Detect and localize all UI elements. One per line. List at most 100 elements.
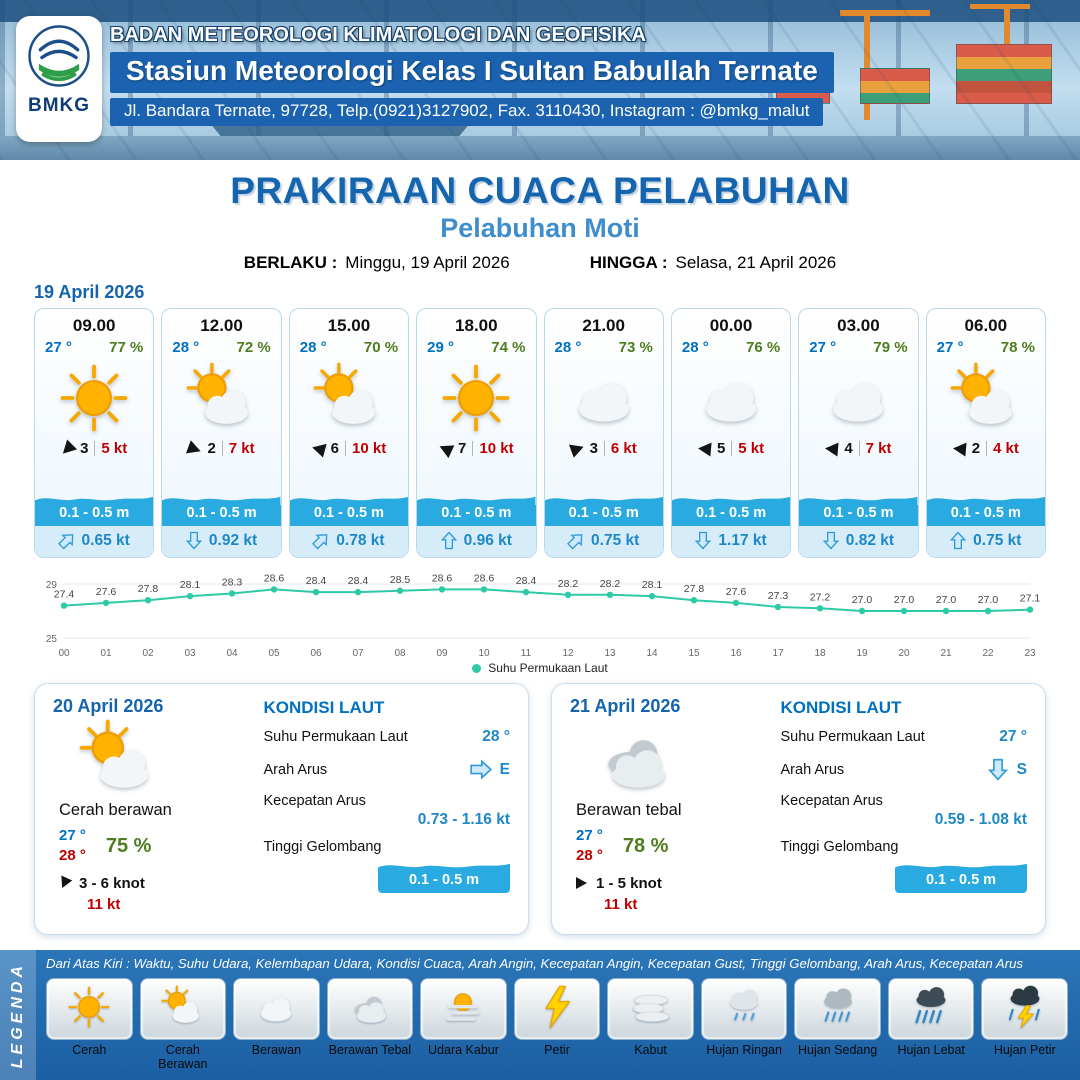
weather-condition: Berawan tebal <box>576 801 682 819</box>
wind-row: 4 7 kt <box>799 440 917 457</box>
svg-text:28.4: 28.4 <box>306 575 327 587</box>
current-direction-text: E <box>499 760 510 778</box>
svg-text:27.6: 27.6 <box>96 586 117 598</box>
bmkg-logo-text: BMKG <box>27 95 91 116</box>
hujan-ringan-icon <box>722 985 766 1034</box>
legend-title: LEGENDA <box>9 961 26 1069</box>
wave-icon <box>544 496 663 505</box>
hourly-forecast-row: 09.00 27 ° 77 % 3 5 kt 0.1 - 0.5 m <box>34 308 1046 558</box>
svg-text:28.6: 28.6 <box>264 572 285 584</box>
wind-speed: 3 <box>589 440 598 457</box>
sea-conditions-heading: KONDISI LAUT <box>780 698 902 717</box>
udara-kabur-icon <box>441 985 485 1034</box>
humidity: 73 % <box>618 339 653 356</box>
current-row: 0.96 kt <box>417 526 536 557</box>
current-row: 0.82 kt <box>799 526 918 557</box>
divider <box>221 441 223 456</box>
weather-condition: Cerah berawan <box>59 801 172 819</box>
svg-text:28.5: 28.5 <box>390 574 411 586</box>
wave-height: 0.1 - 0.5 m <box>417 505 536 526</box>
roof-truss <box>0 0 1080 22</box>
wind-speed: 2 <box>207 440 216 457</box>
air-temp: 27 ° <box>936 339 964 356</box>
sst-value: 27 ° <box>999 728 1027 745</box>
legend-item: Udara Kabur <box>420 978 507 1071</box>
wave-height-band: 0.1 - 0.5 m <box>799 494 918 526</box>
temp-humidity-row: 27 ° 79 % <box>799 336 917 356</box>
wind-direction-icon <box>576 877 587 889</box>
legend-label: Hujan Lebat <box>897 1043 965 1057</box>
forecast-time: 15.00 <box>327 316 371 335</box>
wave-icon <box>799 496 918 505</box>
svg-text:25: 25 <box>46 634 58 645</box>
legend-item: Berawan Tebal <box>326 978 414 1071</box>
svg-text:27.0: 27.0 <box>978 594 999 606</box>
hujan-petir-icon <box>1003 985 1047 1034</box>
wind-direction-icon <box>56 875 73 891</box>
svg-text:16: 16 <box>730 648 742 659</box>
wind-gust: 7 kt <box>865 440 892 457</box>
current-direction-icon <box>312 534 328 550</box>
svg-text:01: 01 <box>100 648 112 659</box>
current-row: 0.75 kt <box>544 526 663 557</box>
berawan-tebal-icon <box>348 985 392 1034</box>
current-direction-icon <box>695 531 712 550</box>
weather-icon <box>799 356 917 440</box>
forecast-card: 21.00 28 ° 73 % 3 6 kt 0.1 - 0.5 m <box>543 308 664 558</box>
current-direction-icon <box>950 531 967 550</box>
svg-text:09: 09 <box>436 648 448 659</box>
wind-gust: 5 kt <box>101 440 128 457</box>
current-speed: 1.17 kt <box>718 531 767 549</box>
legend-tile <box>326 978 414 1040</box>
wind-row: 7 10 kt <box>417 439 535 458</box>
current-direction-icon <box>440 531 457 550</box>
current-direction-icon <box>185 531 202 550</box>
validity-row: BERLAKU : Minggu, 19 April 2026 HINGGA : S… <box>34 253 1046 273</box>
current-direction-icon <box>567 534 583 550</box>
wind-direction-icon <box>697 440 712 457</box>
sst-value: 28 ° <box>482 728 510 745</box>
current-speed: 0.75 kt <box>973 531 1022 549</box>
humidity: 72 % <box>236 339 271 356</box>
svg-text:08: 08 <box>394 648 406 659</box>
sea-conditions-heading: KONDISI LAUT <box>263 698 385 717</box>
svg-text:12: 12 <box>562 648 574 659</box>
weather-icon <box>53 717 250 801</box>
forecast-time: 00.00 <box>709 316 753 335</box>
air-temp: 28 ° <box>172 339 200 356</box>
divider <box>94 441 96 456</box>
svg-text:27.0: 27.0 <box>936 594 957 606</box>
weather-icon <box>417 356 535 440</box>
daily-summary-row: 20 April 2026 Cerah berawan 27 ° 28 ° 75… <box>34 683 1046 935</box>
weather-icon <box>672 356 790 440</box>
svg-text:00: 00 <box>58 648 70 659</box>
svg-text:28.2: 28.2 <box>600 578 621 590</box>
svg-text:28.6: 28.6 <box>474 572 495 584</box>
wind-speed: 5 <box>716 440 726 457</box>
agency-name: BADAN METEOROLOGI KLIMATOLOGI DAN GEOFIS… <box>110 24 646 46</box>
forecast-time: 21.00 <box>582 316 625 335</box>
air-temp: 27 ° <box>45 339 72 356</box>
wave-icon <box>35 496 154 505</box>
header: BMKG BADAN METEOROLOGI KLIMATOLOGI DAN G… <box>0 0 1080 160</box>
container-stack <box>956 44 1052 104</box>
current-row: 1.17 kt <box>671 526 791 557</box>
wind-row: 3 6 kt <box>545 439 663 458</box>
svg-text:28.4: 28.4 <box>348 575 369 587</box>
forecast-card: 00.00 28 ° 76 % 5 5 kt 0.1 - 0.5 m <box>670 308 792 558</box>
wave-height: 0.1 - 0.5 m <box>289 505 409 526</box>
wind-direction-icon <box>436 439 455 458</box>
wind-row: 5 5 kt <box>672 440 790 457</box>
wind-speed: 6 <box>330 440 339 457</box>
legend-item: Hujan Petir <box>981 978 1069 1071</box>
forecast-time: 12.00 <box>200 316 243 335</box>
title-block: PRAKIRAAN CUACA PELABUHAN Pelabuhan Moti… <box>34 170 1046 273</box>
svg-text:23: 23 <box>1024 648 1036 659</box>
legend-item: Cerah <box>46 978 133 1071</box>
svg-text:02: 02 <box>142 648 154 659</box>
forecast-card: 09.00 27 ° 77 % 3 5 kt 0.1 - 0.5 m <box>34 308 155 558</box>
forecast-card: 12.00 28 ° 72 % 2 7 kt 0.1 - 0.5 m <box>161 308 282 558</box>
wave-icon <box>417 496 536 505</box>
svg-text:27.8: 27.8 <box>684 583 705 595</box>
wind-gust: 5 kt <box>738 440 765 457</box>
